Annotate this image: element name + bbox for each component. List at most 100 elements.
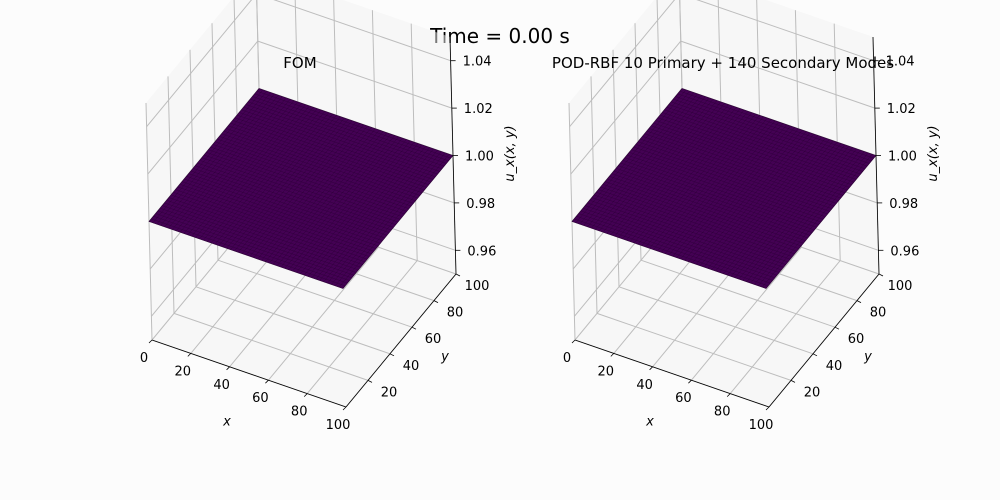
surface-mesh-line xyxy=(280,133,392,268)
z-tick-label: 1.00 xyxy=(465,150,494,165)
gridline-floor-x xyxy=(691,246,802,381)
surface-mesh-line xyxy=(750,150,861,284)
y-axis-line xyxy=(345,273,457,408)
surface-mesh-line xyxy=(719,139,830,273)
surface-mesh-line xyxy=(633,146,828,215)
surface-mesh-line xyxy=(247,101,443,169)
surface-mesh-line xyxy=(257,125,368,260)
surface-mesh-line xyxy=(758,152,869,286)
subplot-title: POD-RBF 10 Primary + 140 Secondary Modes xyxy=(552,54,894,72)
surface-mesh-line xyxy=(206,152,401,220)
surface-mesh-line xyxy=(727,141,838,276)
surface-mesh-line xyxy=(253,124,364,258)
x-tick-label: 20 xyxy=(175,364,192,379)
surface-mesh-line xyxy=(746,148,857,282)
surface-mesh-line xyxy=(668,104,863,172)
surface-mesh-line xyxy=(338,154,450,288)
gridline-floor-y xyxy=(173,312,369,381)
surface-mesh-line xyxy=(631,149,826,217)
z-tick-label: 1.00 xyxy=(888,150,917,165)
surface-mesh-line xyxy=(304,141,415,276)
surface-mesh-line xyxy=(651,125,846,193)
surface-mesh-line xyxy=(228,125,423,193)
surface-mesh xyxy=(151,89,451,288)
gridline-floor-x xyxy=(306,260,418,394)
x-axis-line xyxy=(574,339,770,408)
surface-mesh-line xyxy=(680,125,791,260)
x-tick-label: 20 xyxy=(598,364,615,379)
z-axis-label: u_x(x, y) xyxy=(926,125,941,181)
surface-mesh-line xyxy=(734,144,846,278)
surface-mesh-line xyxy=(319,147,430,281)
surface-mesh-line xyxy=(273,131,384,265)
y-tick-mark xyxy=(856,300,862,303)
surface-mesh-line xyxy=(659,114,855,183)
x-tick-label: 80 xyxy=(714,405,731,420)
gridline-floor-y xyxy=(195,286,391,355)
y-tick-label: 20 xyxy=(381,385,398,400)
surface-mesh-line xyxy=(217,138,412,207)
surface-mesh-line xyxy=(666,106,861,175)
x-tick-label: 0 xyxy=(140,351,148,366)
surface-mesh-line xyxy=(261,127,372,261)
surface-mesh-line xyxy=(648,128,844,196)
y-tick-mark xyxy=(389,353,395,357)
surface-mesh-line xyxy=(657,117,852,185)
gridline-wall-y-z xyxy=(257,40,452,109)
surface-mesh-line xyxy=(644,133,839,201)
x-tick-mark xyxy=(610,353,615,357)
surface-mesh-line xyxy=(711,136,822,270)
gridline-floor-y xyxy=(618,286,814,355)
surface-mesh-line xyxy=(210,146,405,215)
figure-title: Time = 0.00 s xyxy=(429,24,570,48)
surface-mesh-line xyxy=(241,109,436,177)
x-tick-mark xyxy=(226,366,230,371)
x-axis-label: x xyxy=(645,415,654,430)
surface-mesh-line xyxy=(715,137,826,272)
y-tick-mark xyxy=(433,300,439,303)
surface-mesh-line xyxy=(673,98,868,167)
surface-mesh-line xyxy=(323,148,434,282)
gridline-floor-y xyxy=(596,312,792,381)
surface-mesh-line xyxy=(284,135,395,269)
surface-mesh-line xyxy=(230,122,425,191)
floor-pane xyxy=(152,207,456,407)
z-tick-label: 0.96 xyxy=(467,244,496,259)
surface-mesh-line xyxy=(723,140,834,274)
floor-pane xyxy=(575,207,879,407)
surface-mesh-line xyxy=(692,129,803,264)
surface-mesh-line xyxy=(219,136,414,204)
x-tick-mark xyxy=(148,339,153,344)
gridline-wall-x-z xyxy=(147,40,259,175)
subplot-fom: 020406080100204060801000.960.981.001.021… xyxy=(140,0,518,433)
gridline-wall-y-z xyxy=(680,40,875,109)
x-tick-label: 40 xyxy=(636,378,653,393)
x-tick-label: 60 xyxy=(675,391,692,406)
surface-mesh-line xyxy=(742,147,853,281)
surface-mesh-line xyxy=(265,128,376,262)
surface-mesh-line xyxy=(249,123,361,257)
y-axis-label: y xyxy=(440,350,449,365)
surface-mesh-line xyxy=(637,141,833,209)
y-tick-label: 60 xyxy=(425,332,442,347)
z-tick-label: 0.98 xyxy=(889,197,918,212)
surface-mesh-line xyxy=(703,133,815,268)
surface-mesh-line xyxy=(676,124,787,258)
x-tick-mark xyxy=(688,379,692,384)
surface-mesh-line xyxy=(252,96,447,164)
z-tick-label: 0.96 xyxy=(890,244,919,259)
surface-mesh-line xyxy=(335,152,446,286)
x-tick-mark xyxy=(571,339,576,344)
x-tick-label: 100 xyxy=(326,418,351,433)
surface-mesh-line xyxy=(688,128,799,262)
surface-mesh-line xyxy=(629,152,824,220)
gridline-floor-y xyxy=(217,259,413,328)
y-tick-mark xyxy=(367,380,373,383)
surface-mesh-line xyxy=(214,141,410,209)
gridline-wall-x-z xyxy=(570,40,682,175)
x-tick-mark xyxy=(726,393,731,397)
gridline-floor-x xyxy=(729,260,841,394)
surface-mesh xyxy=(574,89,874,288)
x-tick-mark xyxy=(649,366,653,371)
